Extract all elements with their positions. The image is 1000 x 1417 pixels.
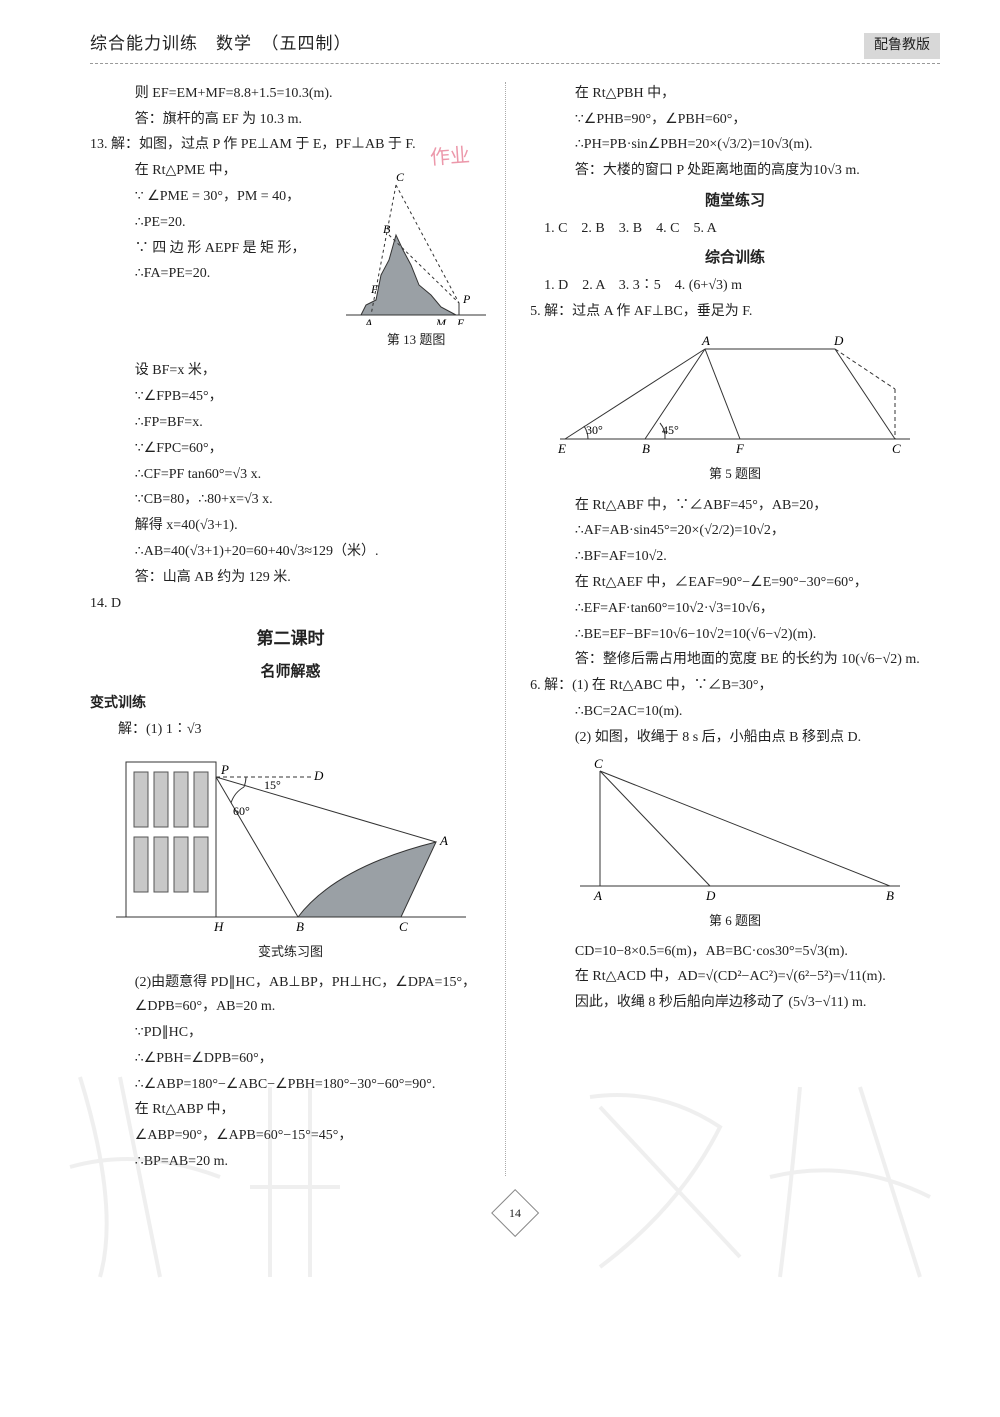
- fig5-caption: 第 5 题图: [530, 463, 940, 485]
- text-line: 在 Rt△ABF 中，∵∠ABF=45°，AB=20，: [530, 494, 940, 518]
- svg-text:H: H: [213, 919, 224, 934]
- text-line: ∴BP=AB=20 m.: [90, 1150, 491, 1174]
- figbs-svg: P D A H B C 15° 60°: [106, 747, 476, 937]
- svg-text:B: B: [296, 919, 304, 934]
- text-line: ∴AB=40(√3+1)+20=60+40√3≈129（米）.: [90, 540, 491, 564]
- svg-text:60°: 60°: [233, 804, 250, 818]
- svg-text:15°: 15°: [264, 778, 281, 792]
- answer-line: 1. D 2. A 3. 3∶5 4. (6+√3) m: [530, 274, 940, 298]
- fig13-caption: 第 13 题图: [341, 329, 491, 351]
- text-line: ∴PH=PB·sin∠PBH=20×(√3/2)=10√3(m).: [530, 133, 940, 157]
- text-line: ∴PE=20.: [90, 211, 335, 235]
- text-line: 在 Rt△PBH 中，: [530, 82, 940, 106]
- q5-head: 5. 解：过点 A 作 AF⊥BC，垂足为 F.: [530, 300, 940, 324]
- text-line: ∴FA=PE=20.: [90, 262, 335, 286]
- text-line: ∴BC=2AC=10(m).: [530, 700, 940, 724]
- answer-line: 1. C 2. B 3. B 4. C 5. A: [530, 217, 940, 241]
- svg-text:F: F: [735, 441, 745, 456]
- text-line: ∵ ∠PME = 30°，PM = 40，: [90, 185, 335, 209]
- text-line: CD=10−8×0.5=6(m)，AB=BC·cos30°=5√3(m).: [530, 940, 940, 964]
- q14: 14. D: [90, 592, 491, 616]
- svg-text:D: D: [833, 333, 844, 348]
- svg-text:45°: 45°: [662, 423, 679, 437]
- text-line: ∵∠PHB=90°，∠PBH=60°，: [530, 108, 940, 132]
- subsection-h: 综合训练: [530, 246, 940, 272]
- text-line: ∴CF=PF tan60°=√3 x.: [90, 463, 491, 487]
- section-h3: 名师解惑: [90, 660, 491, 686]
- text-line: ∵∠FPC=60°，: [90, 437, 491, 461]
- text-line: 在 Rt△AEF 中，∠EAF=90°−∠E=90°−30°=60°，: [530, 571, 940, 595]
- q6a: 6. 解：(1) 在 Rt△ABC 中，∵∠B=30°，: [530, 674, 940, 698]
- svg-text:B: B: [642, 441, 650, 456]
- svg-text:M: M: [435, 316, 447, 325]
- fig5-svg: A D E B F C 30° 45°: [550, 329, 920, 459]
- svg-text:C: C: [892, 441, 901, 456]
- svg-text:E: E: [557, 441, 566, 456]
- text-line: 在 Rt△ACD 中，AD=√(CD²−AC²)=√(6²−5²)=√11(m)…: [530, 965, 940, 989]
- svg-text:30°: 30°: [586, 423, 603, 437]
- text-line: 则 EF=EM+MF=8.8+1.5=10.3(m).: [90, 82, 491, 106]
- svg-text:A: A: [439, 833, 448, 848]
- fig13-svg: C B F P A M E: [341, 165, 491, 325]
- svg-text:B: B: [383, 222, 391, 236]
- svg-text:B: B: [886, 888, 894, 903]
- svg-text:D: D: [705, 888, 716, 903]
- svg-text:P: P: [462, 292, 471, 306]
- right-column: 在 Rt△PBH 中， ∵∠PHB=90°，∠PBH=60°， ∴PH=PB·s…: [524, 82, 940, 1176]
- svg-text:C: C: [594, 756, 603, 771]
- svg-text:P: P: [220, 762, 229, 777]
- svg-text:C: C: [399, 919, 408, 934]
- svg-text:F: F: [370, 282, 379, 296]
- text-line: ∵ 四 边 形 AEPF 是 矩 形，: [90, 237, 335, 261]
- q13-head: 13. 解：如图，过点 P 作 PE⊥AM 于 E，PF⊥AB 于 F.: [90, 133, 491, 157]
- text-line: 答：旗杆的高 EF 为 10.3 m.: [90, 108, 491, 132]
- text-line: ∴EF=AF·tan60°=10√2·√3=10√6，: [530, 597, 940, 621]
- fig6-svg: C A D B: [550, 756, 920, 906]
- header-badge: 配鲁教版: [864, 33, 940, 59]
- svg-text:A: A: [593, 888, 602, 903]
- text-line: ∵∠FPB=45°，: [90, 385, 491, 409]
- text-line: ∴∠PBH=∠DPB=60°，: [90, 1047, 491, 1071]
- section-h4: 变式训练: [90, 692, 491, 716]
- text-line: ∴AF=AB·sin45°=20×(√2/2)=10√2，: [530, 519, 940, 543]
- text-line: 在 Rt△ABP 中，: [90, 1098, 491, 1122]
- svg-text:D: D: [313, 768, 324, 783]
- text-line: 答：山高 AB 约为 129 米.: [90, 566, 491, 590]
- svg-text:A: A: [701, 333, 710, 348]
- text-line: 在 Rt△PME 中，: [90, 159, 335, 183]
- page-number: 14: [90, 1196, 940, 1230]
- text-line: 设 BF=x 米，: [90, 359, 491, 383]
- text-line: 答：大楼的窗口 P 处距离地面的高度为10√3 m.: [530, 159, 940, 183]
- text-line: ∵PD∥HC，: [90, 1021, 491, 1045]
- text-line: ∵CB=80，∴80+x=√3 x.: [90, 488, 491, 512]
- section-h2: 第二课时: [90, 625, 491, 654]
- svg-text:A: A: [364, 316, 373, 325]
- text-line: ∠ABP=90°，∠APB=60°−15°=45°，: [90, 1124, 491, 1148]
- svg-text:E: E: [456, 316, 465, 325]
- header-title: 综合能力训练 数学 （五四制）: [90, 30, 352, 59]
- page-header: 综合能力训练 数学 （五四制） 配鲁教版: [90, 30, 940, 64]
- text-line: (2)由题意得 PD∥HC，AB⊥BP，PH⊥HC，∠DPA=15°，∠DPB=…: [90, 971, 491, 1019]
- svg-text:C: C: [396, 170, 405, 184]
- figbs-caption: 变式练习图: [90, 941, 491, 963]
- text-line: 答：整修后需占用地面的宽度 BE 的长约为 10(√6−√2) m.: [530, 648, 940, 672]
- text-line: ∴BE=EF−BF=10√6−10√2=10(√6−√2)(m).: [530, 623, 940, 647]
- text-line: ∴BF=AF=10√2.: [530, 545, 940, 569]
- text-line: ∴∠ABP=180°−∠ABC−∠PBH=180°−30°−60°=90°.: [90, 1073, 491, 1097]
- text-line: 因此，收绳 8 秒后船向岸边移动了 (5√3−√11) m.: [530, 991, 940, 1015]
- text-line: ∴FP=BF=x.: [90, 411, 491, 435]
- left-column: 则 EF=EM+MF=8.8+1.5=10.3(m). 答：旗杆的高 EF 为 …: [90, 82, 506, 1176]
- text-line: 解：(1) 1∶√3: [90, 718, 491, 742]
- text-line: 解得 x=40(√3+1).: [90, 514, 491, 538]
- text-line: (2) 如图，收绳于 8 s 后，小船由点 B 移到点 D.: [530, 726, 940, 750]
- subsection-h: 随堂练习: [530, 189, 940, 215]
- fig6-caption: 第 6 题图: [530, 910, 940, 932]
